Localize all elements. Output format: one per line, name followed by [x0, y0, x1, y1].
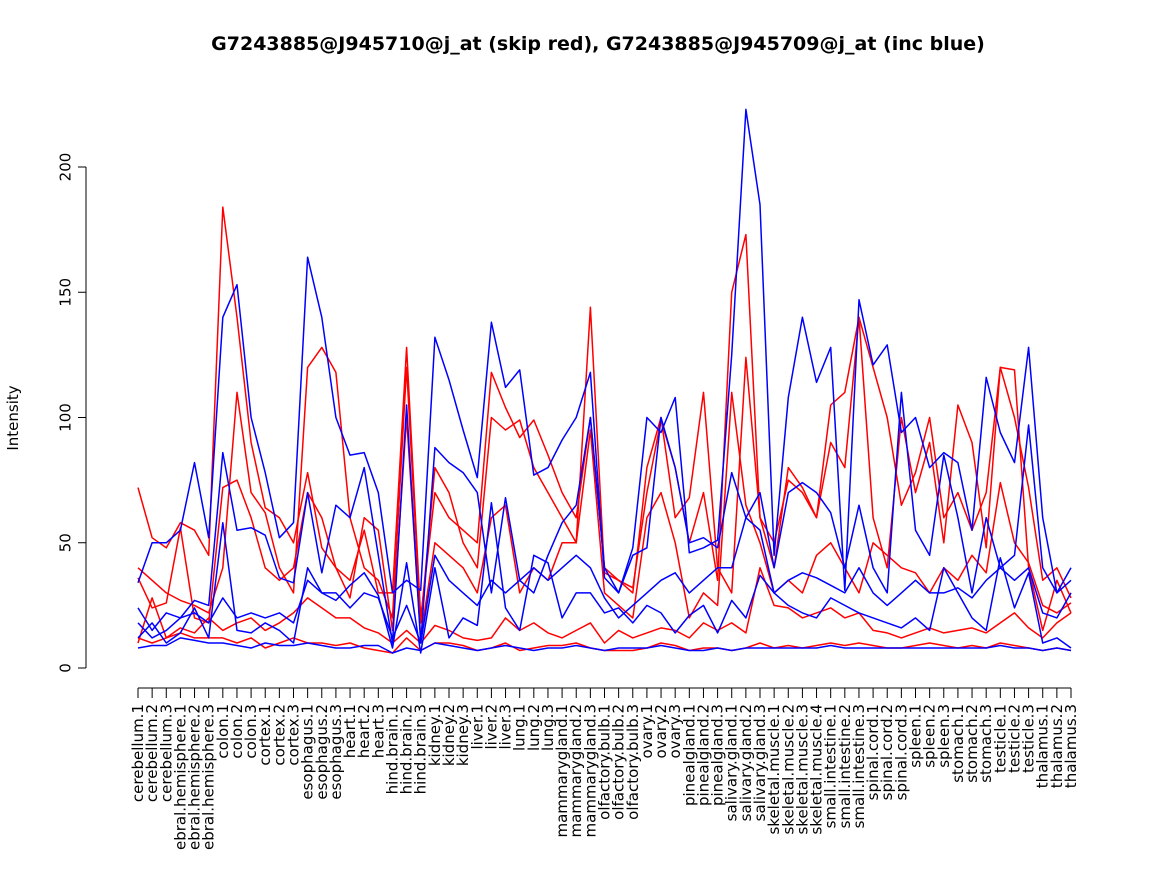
- x-tick-label: spinal.cord.3: [892, 704, 910, 800]
- x-tick-label: liver.3: [497, 704, 515, 750]
- x-tick-label: cerebellum.3: [157, 704, 175, 802]
- x-tick-label: olfactory.bulb.1: [596, 704, 614, 820]
- x-tick-label: liver.2: [482, 704, 500, 750]
- y-tick-label: 100: [57, 403, 75, 432]
- x-tick-label: pinealgland.3: [709, 704, 727, 806]
- x-tick-label: kidney.1: [426, 704, 444, 766]
- x-tick-label: spleen.1: [907, 704, 925, 768]
- x-tick-label: olfactory.bulb.3: [624, 704, 642, 820]
- x-tick-label: colon.3: [242, 704, 260, 759]
- x-tick-label: pinealgland.1: [680, 704, 698, 806]
- x-tick-label: cortex.2: [270, 704, 288, 766]
- x-tick-label: colon.1: [214, 704, 232, 759]
- series-line-skip-1: [137, 206, 1072, 619]
- x-tick-label: skeletal.muscle.3: [793, 704, 811, 835]
- x-tick-label: heart.2: [355, 704, 373, 758]
- series-line-skip-3: [137, 391, 1072, 639]
- x-tick-label: heart.1: [341, 704, 359, 758]
- x-tick-label: stomach.3: [977, 704, 995, 783]
- x-tick-label: stomach.1: [949, 704, 967, 783]
- x-tick-label: colon.2: [228, 704, 246, 759]
- x-tick-label: hind.brain.1: [383, 704, 401, 794]
- x-tick-label: cortex.3: [285, 704, 303, 766]
- x-tick-label: testicle.2: [1005, 704, 1023, 773]
- x-tick-label: kidney.3: [454, 704, 472, 766]
- x-tick-label: salivary.gland.1: [723, 704, 741, 821]
- x-tick-label: skeletal.muscle.1: [765, 704, 783, 835]
- series-line-inc-9: [137, 501, 1072, 654]
- x-tick-label: cerebellum.2: [143, 704, 161, 802]
- x-tick-label: salivary.gland.3: [751, 704, 769, 821]
- x-tick-label: ebral.hemisphere.3: [200, 704, 218, 850]
- x-tick-label: spleen.2: [921, 704, 939, 768]
- x-tick-label: cortex.1: [256, 704, 274, 766]
- x-tick-label: thalamus.3: [1062, 704, 1080, 788]
- x-axis: cerebellum.1cerebellum.2cerebellum.3ebra…: [129, 687, 1080, 850]
- x-tick-label: hind.brain.3: [412, 704, 430, 794]
- series-line-inc-7: [137, 391, 1072, 644]
- y-tick-label: 0: [57, 663, 75, 673]
- x-tick-label: spinal.cord.2: [878, 704, 896, 800]
- y-axis: 0 50 100 150 200: [57, 153, 87, 673]
- series-line-inc-8: [137, 516, 1072, 644]
- x-tick-label: thalamus.1: [1034, 704, 1052, 788]
- x-tick-label: liver.1: [468, 704, 486, 750]
- x-tick-label: spinal.cord.1: [864, 704, 882, 800]
- x-tick-label: spleen.3: [935, 704, 953, 768]
- x-tick-label: testicle.1: [991, 704, 1009, 773]
- y-tick-label: 50: [57, 533, 75, 552]
- x-tick-label: ovary.1: [638, 704, 656, 758]
- x-tick-label: kidney.2: [440, 704, 458, 766]
- y-tick-label: 200: [57, 153, 75, 182]
- x-tick-label: lung.1: [511, 704, 529, 751]
- x-tick-label: hind.brain.2: [398, 704, 416, 794]
- y-axis-label: Intensity: [4, 385, 22, 450]
- x-tick-label: skeletal.muscle.2: [779, 704, 797, 835]
- y-tick-label: 150: [57, 278, 75, 307]
- x-tick-label: ebral.hemisphere.2: [186, 704, 204, 850]
- x-tick-label: mammarygland.3: [581, 704, 599, 837]
- x-tick-label: small.intestine.3: [850, 704, 868, 828]
- x-tick-label: cerebellum.1: [129, 704, 147, 802]
- x-tick-label: ovary.3: [666, 704, 684, 758]
- x-tick-label: esophagus.1: [299, 704, 317, 800]
- x-tick-label: esophagus.2: [313, 704, 331, 800]
- series-line-skip-4: [137, 567, 1072, 644]
- x-tick-label: pinealgland.2: [694, 704, 712, 806]
- x-tick-label: ovary.2: [652, 704, 670, 758]
- x-tick-label: esophagus.3: [327, 704, 345, 800]
- x-tick-label: salivary.gland.2: [737, 704, 755, 821]
- x-tick-label: mammarygland.1: [553, 704, 571, 837]
- chart-title: G7243885@J945710@j_at (skip red), G72438…: [211, 33, 985, 55]
- x-tick-label: lung.2: [525, 704, 543, 751]
- series-line-inc-10: [137, 637, 1072, 654]
- x-tick-label: testicle.3: [1020, 704, 1038, 773]
- x-tick-label: small.intestine.1: [822, 704, 840, 828]
- series-line-inc-6: [137, 108, 1072, 594]
- series-group: [137, 108, 1072, 654]
- x-tick-label: ebral.hemisphere.1: [171, 704, 189, 850]
- x-tick-label: olfactory.bulb.2: [610, 704, 628, 820]
- x-tick-label: stomach.2: [963, 704, 981, 783]
- x-tick-label: skeletal.muscle.4: [808, 704, 826, 835]
- x-tick-label: thalamus.2: [1048, 704, 1066, 788]
- x-tick-label: mammarygland.2: [567, 704, 585, 837]
- x-tick-label: lung.3: [539, 704, 557, 751]
- x-tick-label: heart.3: [369, 704, 387, 758]
- x-tick-label: small.intestine.2: [836, 704, 854, 828]
